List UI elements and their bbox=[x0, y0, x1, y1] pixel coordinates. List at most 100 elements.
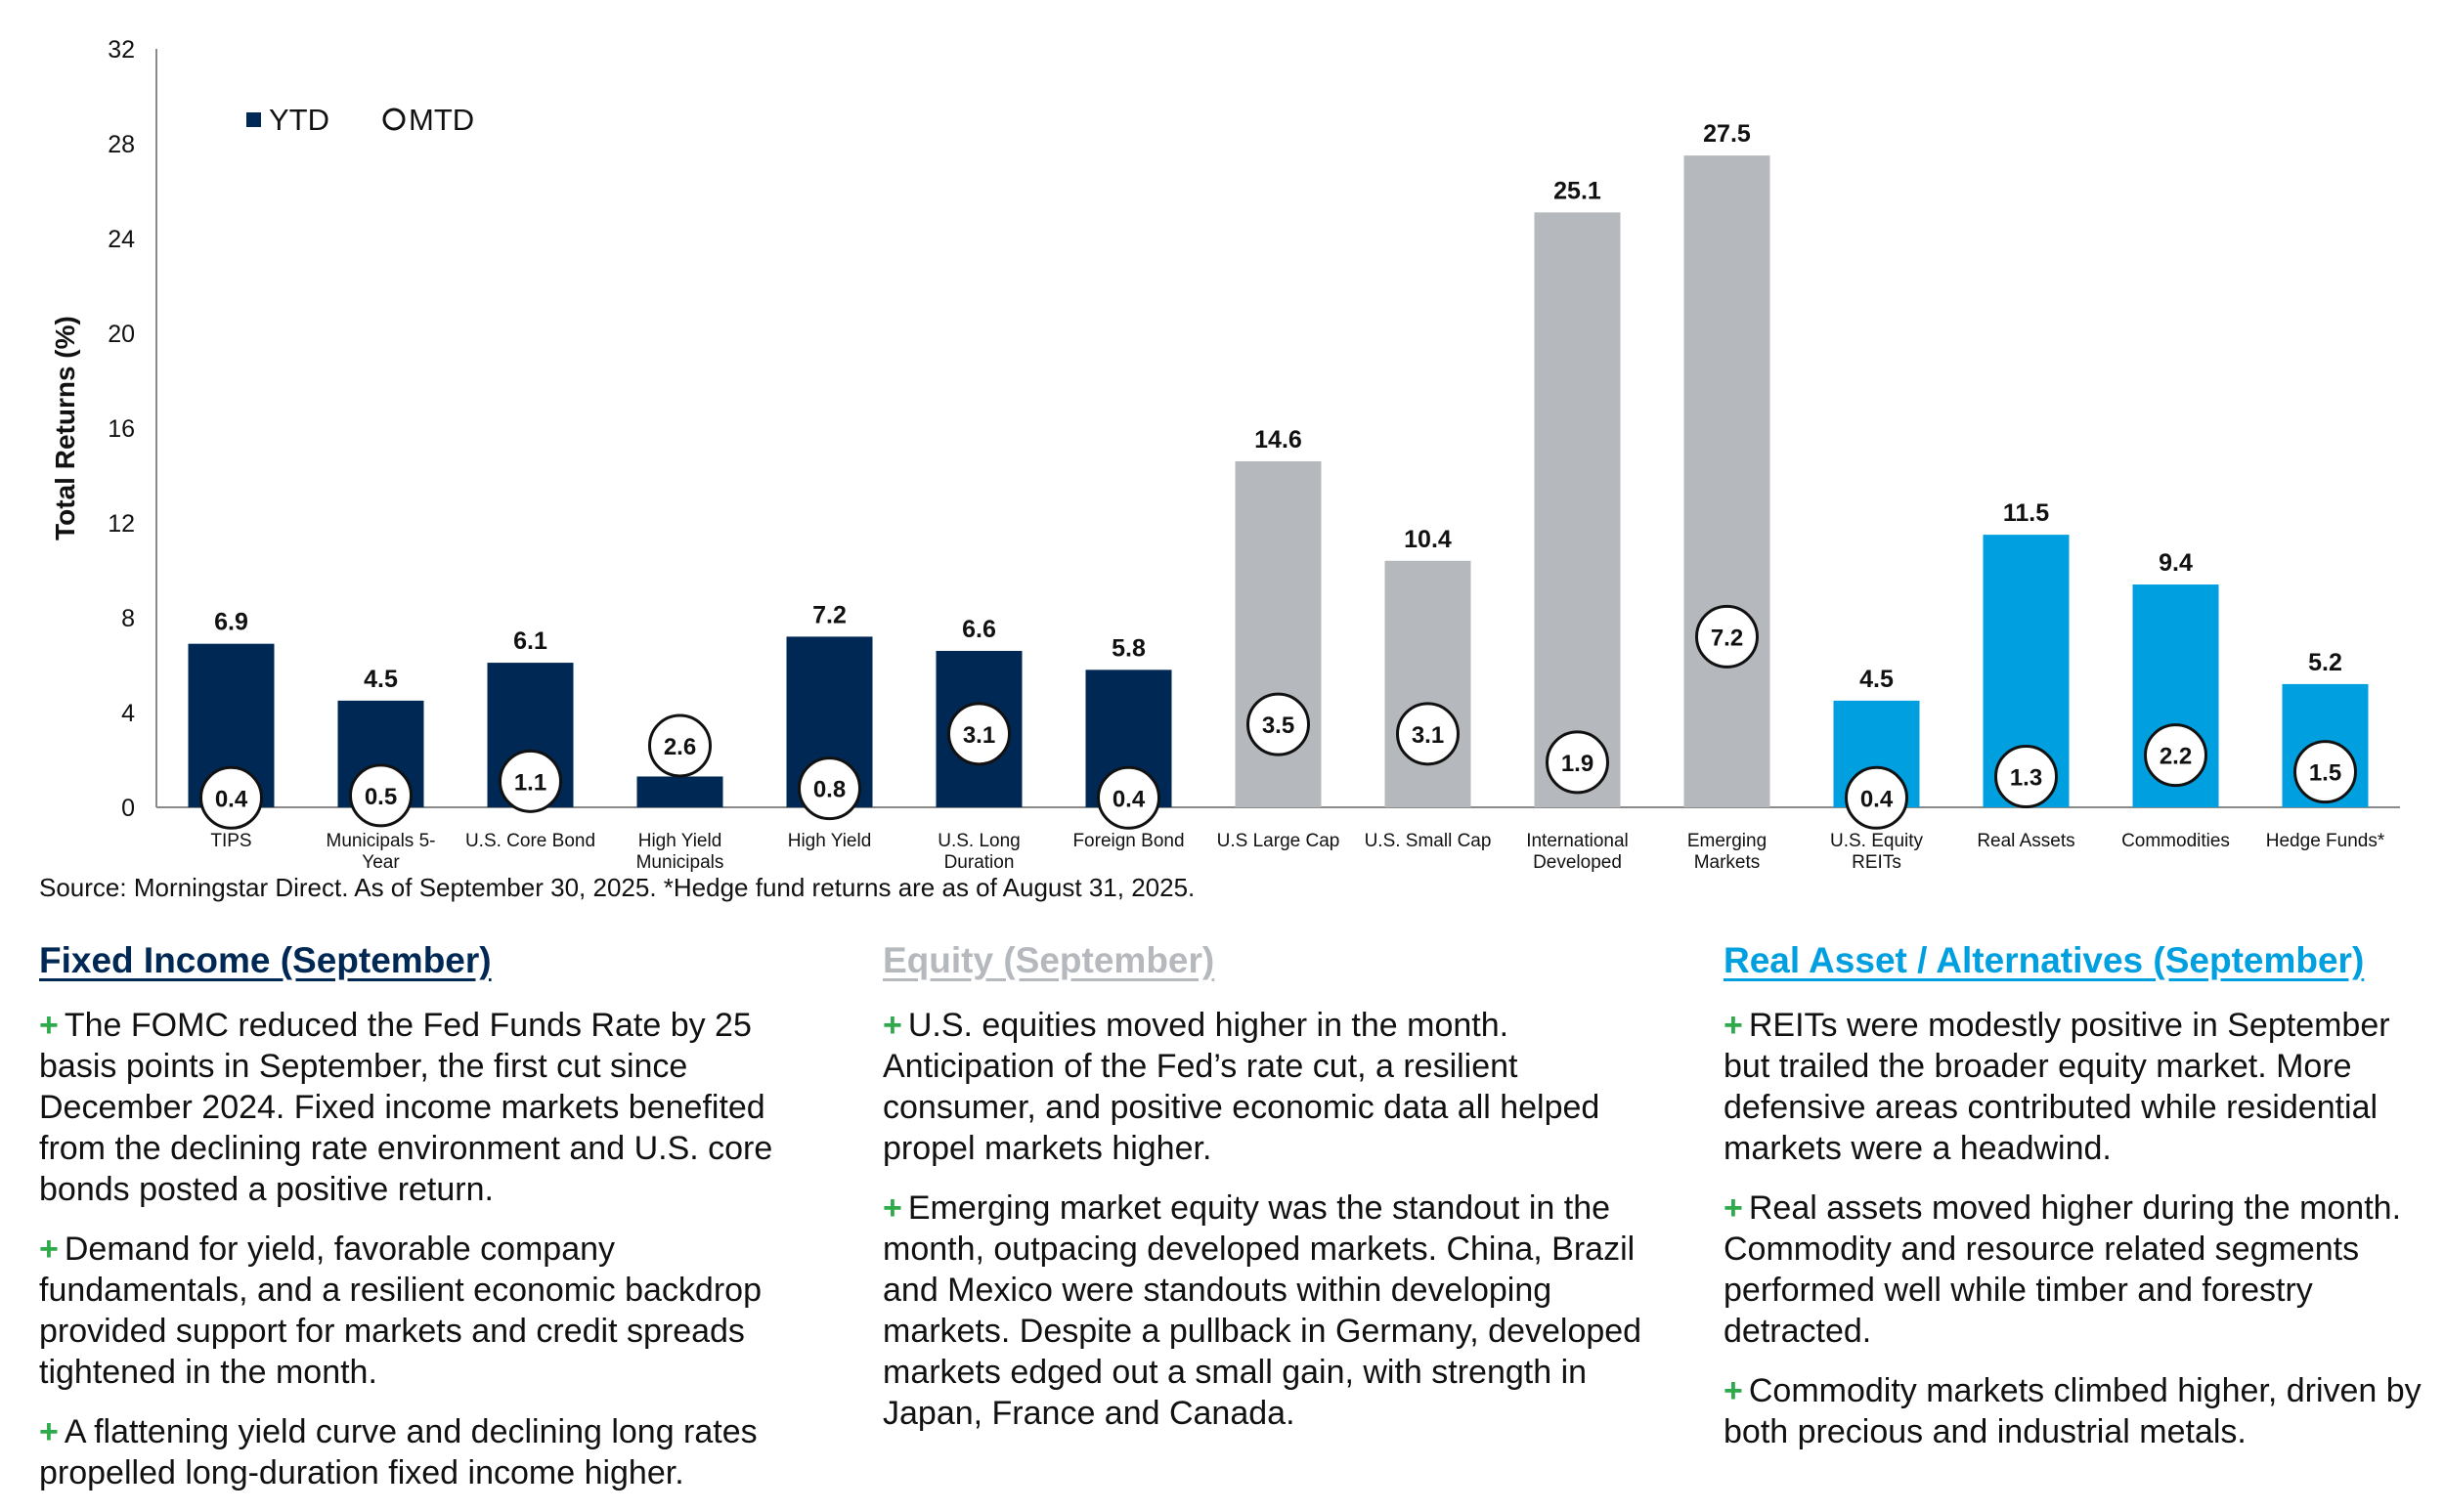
equity-bullet: + Emerging market equity was the standout… bbox=[883, 1189, 1642, 1432]
mtd-marker bbox=[1546, 730, 1609, 795]
legend-ytd-label: YTD bbox=[269, 103, 329, 137]
mtd-marker bbox=[798, 756, 861, 821]
y-tick-label: 32 bbox=[108, 36, 135, 64]
x-tick-label: U.S Large Cap bbox=[1217, 831, 1340, 851]
source-note: Source: Morningstar Direct. As of Septem… bbox=[39, 873, 1196, 902]
mtd-marker bbox=[1994, 744, 2058, 808]
mtd-value-label: 2.2 bbox=[2160, 744, 2192, 770]
equity-bullet: + U.S. equities moved higher in the month… bbox=[883, 1007, 1600, 1167]
mtd-marker bbox=[1396, 702, 1460, 766]
mtd-value-label: 2.6 bbox=[664, 734, 696, 760]
ytd-bar bbox=[636, 776, 723, 807]
y-tick-label: 0 bbox=[121, 795, 135, 822]
mtd-marker bbox=[499, 749, 562, 813]
ytd-value-label: 4.5 bbox=[364, 666, 398, 693]
plus-icon: + bbox=[883, 1007, 902, 1044]
ytd-bar bbox=[1384, 560, 1471, 807]
ytd-value-label: 25.1 bbox=[1553, 177, 1601, 204]
mtd-markers: 0.4 0.5 1.1 2.6 0.8 3.1 0.4 3.5 3.1 1.9 7.2 0.4 1.3 2… bbox=[199, 604, 2357, 830]
ytd-value-label: 4.5 bbox=[1859, 666, 1894, 693]
mtd-value-label: 0.4 bbox=[215, 786, 248, 812]
fixed-income-bullet: + A flattening yield curve and declining … bbox=[39, 1413, 758, 1491]
y-tick-label: 24 bbox=[108, 226, 135, 253]
legend-ytd-swatch bbox=[246, 112, 261, 127]
mtd-value-label: 3.1 bbox=[963, 722, 995, 749]
real-assets-bullet: + Real assets moved higher during the mon… bbox=[1724, 1189, 2402, 1350]
x-tick-label: Foreign Bond bbox=[1072, 831, 1184, 851]
legend: YTD MTD bbox=[246, 103, 474, 137]
mtd-value-label: 0.5 bbox=[365, 784, 397, 810]
mtd-marker bbox=[1695, 604, 1759, 669]
ytd-bar bbox=[1534, 212, 1621, 807]
x-tick-label: Commodities bbox=[2121, 831, 2230, 851]
y-tick-label: 28 bbox=[108, 131, 135, 158]
ytd-value-label: 9.4 bbox=[2159, 549, 2193, 577]
plus-icon: + bbox=[1724, 1372, 1743, 1409]
real-assets-section: Real Asset / Alternatives (September) + R… bbox=[1724, 940, 2427, 1471]
y-tick-label: 8 bbox=[121, 605, 135, 632]
legend-mtd-label: MTD bbox=[409, 103, 474, 137]
y-tick-label: 4 bbox=[121, 700, 135, 727]
ytd-value-label: 7.2 bbox=[812, 601, 847, 628]
mtd-value-label: 1.9 bbox=[1561, 751, 1593, 777]
plus-icon: + bbox=[39, 1231, 59, 1268]
x-tick-label: Real Assets bbox=[1977, 831, 2074, 851]
ytd-value-label: 11.5 bbox=[2003, 499, 2049, 527]
fixed-income-bullet: + Demand for yield, favorable company fun… bbox=[39, 1231, 762, 1391]
mtd-marker bbox=[947, 702, 1011, 766]
mtd-marker bbox=[1097, 765, 1160, 830]
y-axis-ticks: 0 4 8 12 16 20 24 28 32 bbox=[108, 36, 135, 822]
mtd-value-label: 1.5 bbox=[2309, 760, 2341, 787]
y-tick-label: 12 bbox=[108, 510, 135, 538]
mtd-value-label: 7.2 bbox=[1711, 625, 1743, 651]
y-axis-label: Total Returns (%) bbox=[50, 316, 80, 540]
mtd-marker bbox=[1845, 765, 1908, 830]
mtd-marker bbox=[2144, 723, 2207, 788]
x-tick-label: High Yield Municipals bbox=[636, 831, 724, 873]
mtd-marker bbox=[1246, 692, 1310, 756]
real-assets-bullet: + REITs were modestly positive in Septemb… bbox=[1724, 1007, 2390, 1167]
mtd-value-label: 3.5 bbox=[1262, 713, 1294, 739]
equity-heading: Equity (September) bbox=[883, 940, 1215, 980]
ytd-value-label: 5.8 bbox=[1112, 634, 1146, 662]
equity-bullets: + U.S. equities moved higher in the month… bbox=[883, 1005, 1645, 1434]
ytd-value-label: 27.5 bbox=[1703, 120, 1751, 148]
mtd-marker bbox=[648, 713, 712, 778]
mtd-marker bbox=[349, 763, 413, 828]
real-assets-bullet: + Commodity markets climbed higher, drive… bbox=[1724, 1372, 2422, 1450]
plus-icon: + bbox=[883, 1189, 902, 1227]
mtd-value-label: 0.8 bbox=[813, 777, 846, 803]
ytd-value-label: 6.1 bbox=[513, 627, 547, 655]
ytd-value-labels: 6.94.56.11.37.26.65.814.610.425.127.54.5… bbox=[214, 120, 2342, 768]
plus-icon: + bbox=[1724, 1189, 1743, 1227]
ytd-value-label: 10.4 bbox=[1404, 526, 1452, 553]
x-tick-label: TIPS bbox=[210, 831, 251, 851]
y-tick-label: 16 bbox=[108, 415, 135, 443]
x-tick-label: High Yield bbox=[788, 831, 872, 851]
x-tick-label: Municipals 5-Year bbox=[327, 831, 436, 873]
x-tick-label: U.S. Equity REITs bbox=[1830, 831, 1924, 873]
x-tick-label: International Developed bbox=[1526, 831, 1629, 873]
x-tick-label: U.S. Small Cap bbox=[1365, 831, 1492, 851]
returns-bar-chart: 0 4 8 12 16 20 24 28 32 Total Returns (%) 6.9 4.5… bbox=[50, 36, 2400, 873]
x-tick-label: U.S. Core Bond bbox=[465, 831, 595, 851]
fixed-income-bullets: + The FOMC reduced the Fed Funds Rate by … bbox=[39, 1005, 802, 1493]
real-assets-heading: Real Asset / Alternatives (September) bbox=[1724, 940, 2365, 980]
mtd-value-label: 0.4 bbox=[1860, 786, 1894, 812]
ytd-bar bbox=[1683, 155, 1770, 807]
mtd-value-label: 0.4 bbox=[1113, 786, 1146, 812]
ytd-value-label: 6.9 bbox=[214, 609, 248, 636]
x-axis-category-labels: TIPS Municipals 5-Year U.S. Core Bond High … bbox=[210, 831, 2384, 873]
y-tick-label: 20 bbox=[108, 321, 135, 348]
mtd-marker bbox=[199, 765, 263, 830]
mtd-value-label: 1.1 bbox=[514, 769, 546, 796]
real-assets-bullets: + REITs were modestly positive in Septemb… bbox=[1724, 1005, 2427, 1452]
ytd-value-label: 5.2 bbox=[2308, 649, 2342, 676]
x-tick-label: U.S. Long Duration bbox=[938, 831, 1021, 873]
ytd-value-label: 6.6 bbox=[962, 616, 996, 643]
plus-icon: + bbox=[39, 1007, 59, 1044]
mtd-value-label: 3.1 bbox=[1412, 722, 1444, 749]
x-tick-label: Hedge Funds* bbox=[2266, 831, 2385, 851]
legend-mtd-marker bbox=[382, 108, 406, 131]
plus-icon: + bbox=[1724, 1007, 1743, 1044]
